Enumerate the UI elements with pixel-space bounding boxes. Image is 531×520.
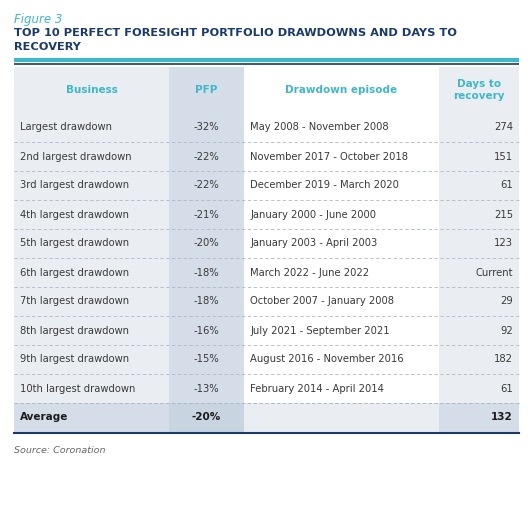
Text: January 2003 - April 2003: January 2003 - April 2003 [250, 239, 377, 249]
Text: -22%: -22% [194, 151, 219, 162]
Text: RECOVERY: RECOVERY [14, 42, 81, 52]
Text: -20%: -20% [194, 239, 219, 249]
Text: 6th largest drawdown: 6th largest drawdown [20, 267, 129, 278]
Text: 215: 215 [494, 210, 513, 219]
Bar [169, 113, 244, 403]
Text: 5th largest drawdown: 5th largest drawdown [20, 239, 129, 249]
Text: 182: 182 [494, 355, 513, 365]
Bar [14, 403, 169, 432]
Text: Business: Business [65, 85, 117, 95]
Bar [439, 67, 519, 113]
Text: -21%: -21% [194, 210, 219, 219]
Bar [439, 113, 519, 403]
Bar [439, 403, 519, 432]
Text: May 2008 - November 2008: May 2008 - November 2008 [250, 123, 389, 133]
Text: 92: 92 [500, 326, 513, 335]
Text: 61: 61 [500, 180, 513, 190]
Bar [14, 113, 169, 403]
Bar [244, 403, 439, 432]
Text: December 2019 - March 2020: December 2019 - March 2020 [250, 180, 399, 190]
Bar [244, 113, 439, 403]
Text: -15%: -15% [194, 355, 219, 365]
Text: 3rd largest drawdown: 3rd largest drawdown [20, 180, 129, 190]
Text: November 2017 - October 2018: November 2017 - October 2018 [250, 151, 408, 162]
Text: 7th largest drawdown: 7th largest drawdown [20, 296, 129, 306]
Text: 2nd largest drawdown: 2nd largest drawdown [20, 151, 132, 162]
Text: Average: Average [20, 412, 68, 422]
Text: Figure 3: Figure 3 [14, 13, 62, 26]
Text: 4th largest drawdown: 4th largest drawdown [20, 210, 129, 219]
Text: Days to
recovery: Days to recovery [453, 79, 505, 101]
Text: -16%: -16% [194, 326, 219, 335]
Text: -18%: -18% [194, 267, 219, 278]
Text: 8th largest drawdown: 8th largest drawdown [20, 326, 129, 335]
Text: 61: 61 [500, 384, 513, 394]
Text: Source: Coronation: Source: Coronation [14, 446, 106, 455]
Text: 10th largest drawdown: 10th largest drawdown [20, 384, 135, 394]
Text: 274: 274 [494, 123, 513, 133]
Bar [169, 403, 244, 432]
Bar [14, 67, 169, 113]
Text: Current: Current [475, 267, 513, 278]
Bar [169, 67, 244, 113]
Text: 9th largest drawdown: 9th largest drawdown [20, 355, 129, 365]
Text: July 2021 - September 2021: July 2021 - September 2021 [250, 326, 390, 335]
Text: 151: 151 [494, 151, 513, 162]
Text: 132: 132 [491, 412, 513, 422]
Text: March 2022 - June 2022: March 2022 - June 2022 [250, 267, 369, 278]
Text: October 2007 - January 2008: October 2007 - January 2008 [250, 296, 394, 306]
Text: PFP: PFP [195, 85, 218, 95]
Text: February 2014 - April 2014: February 2014 - April 2014 [250, 384, 384, 394]
Text: January 2000 - June 2000: January 2000 - June 2000 [250, 210, 376, 219]
Text: 123: 123 [494, 239, 513, 249]
Text: -20%: -20% [192, 412, 221, 422]
Text: TOP 10 PERFECT FORESIGHT PORTFOLIO DRAWDOWNS AND DAYS TO: TOP 10 PERFECT FORESIGHT PORTFOLIO DRAWD… [14, 28, 457, 38]
Text: 29: 29 [500, 296, 513, 306]
Text: Drawdown episode: Drawdown episode [286, 85, 398, 95]
Text: -18%: -18% [194, 296, 219, 306]
Text: -13%: -13% [194, 384, 219, 394]
Text: August 2016 - November 2016: August 2016 - November 2016 [250, 355, 404, 365]
Text: Largest drawdown: Largest drawdown [20, 123, 112, 133]
Bar [244, 67, 439, 113]
Text: -22%: -22% [194, 180, 219, 190]
Text: -32%: -32% [194, 123, 219, 133]
